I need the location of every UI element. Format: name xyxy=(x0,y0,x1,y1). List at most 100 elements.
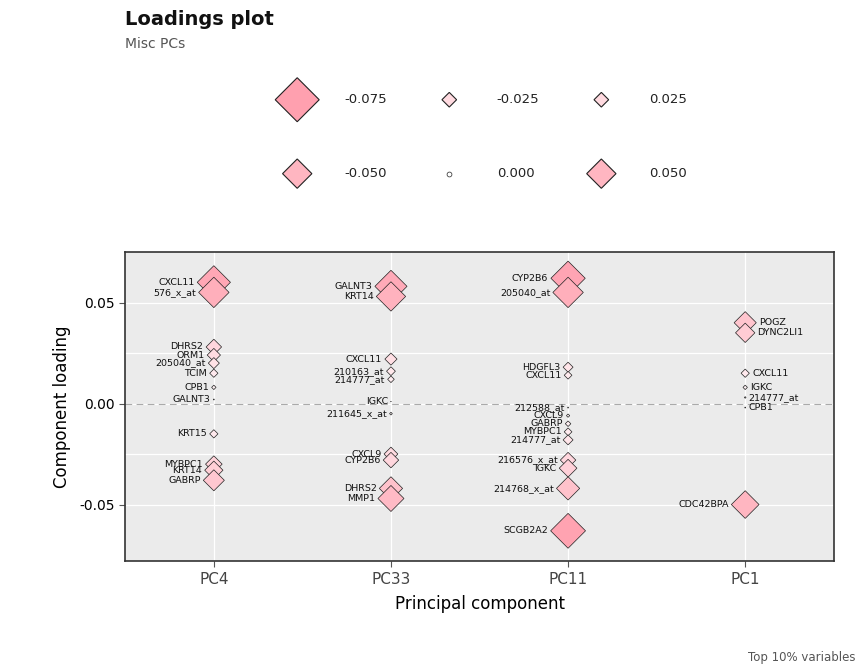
Text: Loadings plot: Loadings plot xyxy=(125,10,274,29)
Text: POGZ: POGZ xyxy=(759,319,786,327)
Polygon shape xyxy=(197,265,231,299)
Text: 576_x_at: 576_x_at xyxy=(153,288,196,297)
Polygon shape xyxy=(210,369,218,378)
Polygon shape xyxy=(384,447,398,461)
Polygon shape xyxy=(386,367,396,376)
Text: Misc PCs: Misc PCs xyxy=(125,37,186,51)
Polygon shape xyxy=(559,460,577,477)
Text: CXCL9: CXCL9 xyxy=(533,411,564,420)
Polygon shape xyxy=(567,414,569,417)
Text: KRT14: KRT14 xyxy=(344,292,373,301)
Text: MYBPC1: MYBPC1 xyxy=(164,460,203,468)
Text: GABRP: GABRP xyxy=(168,476,200,485)
Text: CXCL11: CXCL11 xyxy=(752,369,788,378)
Polygon shape xyxy=(735,323,755,343)
Polygon shape xyxy=(563,362,573,372)
Text: 205040_at: 205040_at xyxy=(499,288,550,297)
Text: IGKC: IGKC xyxy=(365,397,388,406)
Polygon shape xyxy=(205,461,223,479)
Text: CXCL9: CXCL9 xyxy=(351,450,381,458)
Polygon shape xyxy=(206,456,222,472)
Polygon shape xyxy=(377,282,405,311)
Polygon shape xyxy=(390,412,392,415)
Polygon shape xyxy=(203,470,225,491)
Text: MYBPC1: MYBPC1 xyxy=(523,427,562,436)
Polygon shape xyxy=(442,92,456,107)
Text: DHRS2: DHRS2 xyxy=(344,484,377,493)
Polygon shape xyxy=(743,385,747,390)
Polygon shape xyxy=(561,452,575,468)
Polygon shape xyxy=(731,491,759,518)
Text: -0.050: -0.050 xyxy=(345,167,387,180)
Text: -0.025: -0.025 xyxy=(497,93,539,106)
Text: SCGB2A2: SCGB2A2 xyxy=(503,526,548,536)
Polygon shape xyxy=(568,407,569,408)
Text: 216576_x_at: 216576_x_at xyxy=(497,456,557,464)
Polygon shape xyxy=(207,348,220,362)
Text: GALNT3: GALNT3 xyxy=(173,395,211,404)
Polygon shape xyxy=(384,452,398,468)
Text: 210163_at: 210163_at xyxy=(334,367,384,376)
Text: 214777_at: 214777_at xyxy=(749,393,799,402)
Polygon shape xyxy=(550,513,586,548)
Text: CPB1: CPB1 xyxy=(748,403,773,412)
Polygon shape xyxy=(208,358,219,369)
Polygon shape xyxy=(594,92,608,107)
Polygon shape xyxy=(388,376,394,382)
Polygon shape xyxy=(564,428,572,435)
Text: CPB1: CPB1 xyxy=(184,383,209,392)
Text: DYNC2LI1: DYNC2LI1 xyxy=(758,329,804,337)
Polygon shape xyxy=(210,429,218,438)
Polygon shape xyxy=(212,385,216,390)
Text: 0.025: 0.025 xyxy=(649,93,687,106)
Text: 205040_at: 205040_at xyxy=(156,359,206,368)
Polygon shape xyxy=(587,159,616,188)
Polygon shape xyxy=(375,270,407,302)
Polygon shape xyxy=(556,476,580,500)
Text: TCIM: TCIM xyxy=(184,369,207,378)
Text: 214777_at: 214777_at xyxy=(334,375,385,384)
Polygon shape xyxy=(563,435,573,445)
Text: 211645_x_at: 211645_x_at xyxy=(327,409,387,418)
Polygon shape xyxy=(551,261,585,296)
Text: -0.075: -0.075 xyxy=(345,93,387,106)
Polygon shape xyxy=(378,485,404,511)
Text: GABRP: GABRP xyxy=(530,419,562,428)
Text: GALNT3: GALNT3 xyxy=(334,282,372,291)
Polygon shape xyxy=(213,399,214,400)
Polygon shape xyxy=(384,353,397,365)
Polygon shape xyxy=(553,277,583,308)
Y-axis label: Component loading: Component loading xyxy=(53,325,71,488)
Text: 0.050: 0.050 xyxy=(649,167,687,180)
Text: CXCL11: CXCL11 xyxy=(525,371,562,380)
X-axis label: Principal component: Principal component xyxy=(395,595,564,613)
Text: 214768_x_at: 214768_x_at xyxy=(493,484,554,493)
Polygon shape xyxy=(206,339,221,355)
Text: ORM1: ORM1 xyxy=(176,351,205,360)
Text: 214777_at: 214777_at xyxy=(510,435,561,444)
Text: 212588_at: 212588_at xyxy=(514,403,565,412)
Text: KRT14: KRT14 xyxy=(172,466,202,474)
Text: IGKC: IGKC xyxy=(750,383,772,392)
Text: MMP1: MMP1 xyxy=(347,494,375,503)
Text: CDC42BPA: CDC42BPA xyxy=(678,500,728,509)
Text: CYP2B6: CYP2B6 xyxy=(511,274,549,283)
Text: IGKC: IGKC xyxy=(534,464,556,472)
Polygon shape xyxy=(745,396,746,398)
Text: 0.000: 0.000 xyxy=(497,167,535,180)
Text: CXCL11: CXCL11 xyxy=(158,278,194,287)
Polygon shape xyxy=(734,312,756,334)
Polygon shape xyxy=(741,369,749,378)
Polygon shape xyxy=(199,277,229,308)
Text: KRT15: KRT15 xyxy=(177,429,207,438)
Polygon shape xyxy=(565,421,571,427)
Text: Top 10% variables: Top 10% variables xyxy=(748,651,855,664)
Polygon shape xyxy=(745,407,746,408)
Text: CXCL11: CXCL11 xyxy=(346,355,382,364)
Polygon shape xyxy=(379,476,403,500)
Polygon shape xyxy=(564,372,572,379)
Text: HDGFL3: HDGFL3 xyxy=(522,363,561,372)
Text: CYP2B6: CYP2B6 xyxy=(344,456,380,464)
Polygon shape xyxy=(283,159,312,188)
Polygon shape xyxy=(276,78,319,122)
